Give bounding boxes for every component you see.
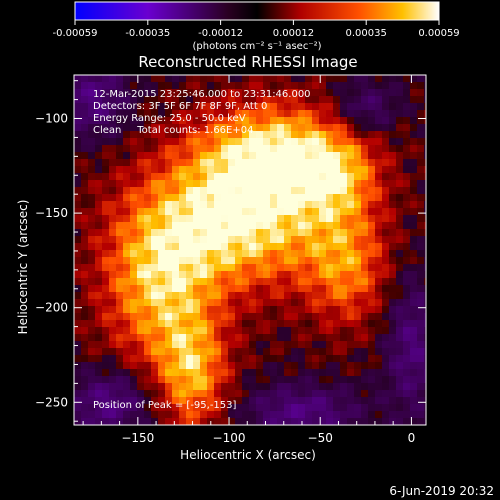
annotation-time-range: 12-Mar-2015 23:25:46.000 to 23:31:46.000 bbox=[93, 89, 311, 100]
x-tick-label: −100 bbox=[213, 431, 246, 445]
colorbar-unit-label: (photons cm⁻² s⁻¹ asec⁻²) bbox=[192, 41, 321, 52]
colorbar-tick-label: 0.00012 bbox=[273, 28, 314, 39]
plot-frame bbox=[73, 74, 427, 426]
footer-date: 6-Jun-2019 20:32 bbox=[389, 484, 494, 498]
annotation-energy-range: Energy Range: 25.0 - 50.0 keV bbox=[93, 113, 246, 124]
y-tick-label: −200 bbox=[35, 301, 68, 315]
y-tick-label: −250 bbox=[35, 395, 68, 409]
x-tick-label: −50 bbox=[308, 431, 333, 445]
colorbar-tick-label: -0.00012 bbox=[198, 28, 243, 39]
y-tick-label: −100 bbox=[35, 112, 68, 126]
colorbar-ticks: -0.00059 -0.00035 -0.00012 0.00012 0.00035 0.… bbox=[53, 20, 460, 39]
axes: −150 −100 −50 0 −100 −150 −200 −250 bbox=[35, 75, 426, 445]
annotation-clean-counts: Clean Total counts: 1.66E+04 bbox=[93, 125, 253, 136]
annotation-detectors: Detectors: 3F 5F 6F 7F 8F 9F, Att 0 bbox=[93, 101, 267, 112]
colorbar-tick-label: 0.00059 bbox=[418, 28, 459, 39]
chart-title: Reconstructed RHESSI Image bbox=[138, 53, 357, 71]
colorbar-tick-label: -0.00035 bbox=[125, 28, 170, 39]
x-tick-label: 0 bbox=[408, 431, 416, 445]
peak-position-label: Position of Peak = [-95,-153] bbox=[93, 400, 237, 411]
colorbar-tick-label: -0.00059 bbox=[53, 28, 98, 39]
y-axis-label: Heliocentric Y (arcsec) bbox=[16, 200, 30, 335]
x-axis-label: Heliocentric X (arcsec) bbox=[180, 448, 316, 462]
colorbar-tick-label: 0.00035 bbox=[346, 28, 387, 39]
colorbar bbox=[74, 1, 440, 21]
x-tick-label: −150 bbox=[121, 431, 154, 445]
y-tick-label: −150 bbox=[35, 206, 68, 220]
heatmap-image bbox=[74, 75, 426, 425]
